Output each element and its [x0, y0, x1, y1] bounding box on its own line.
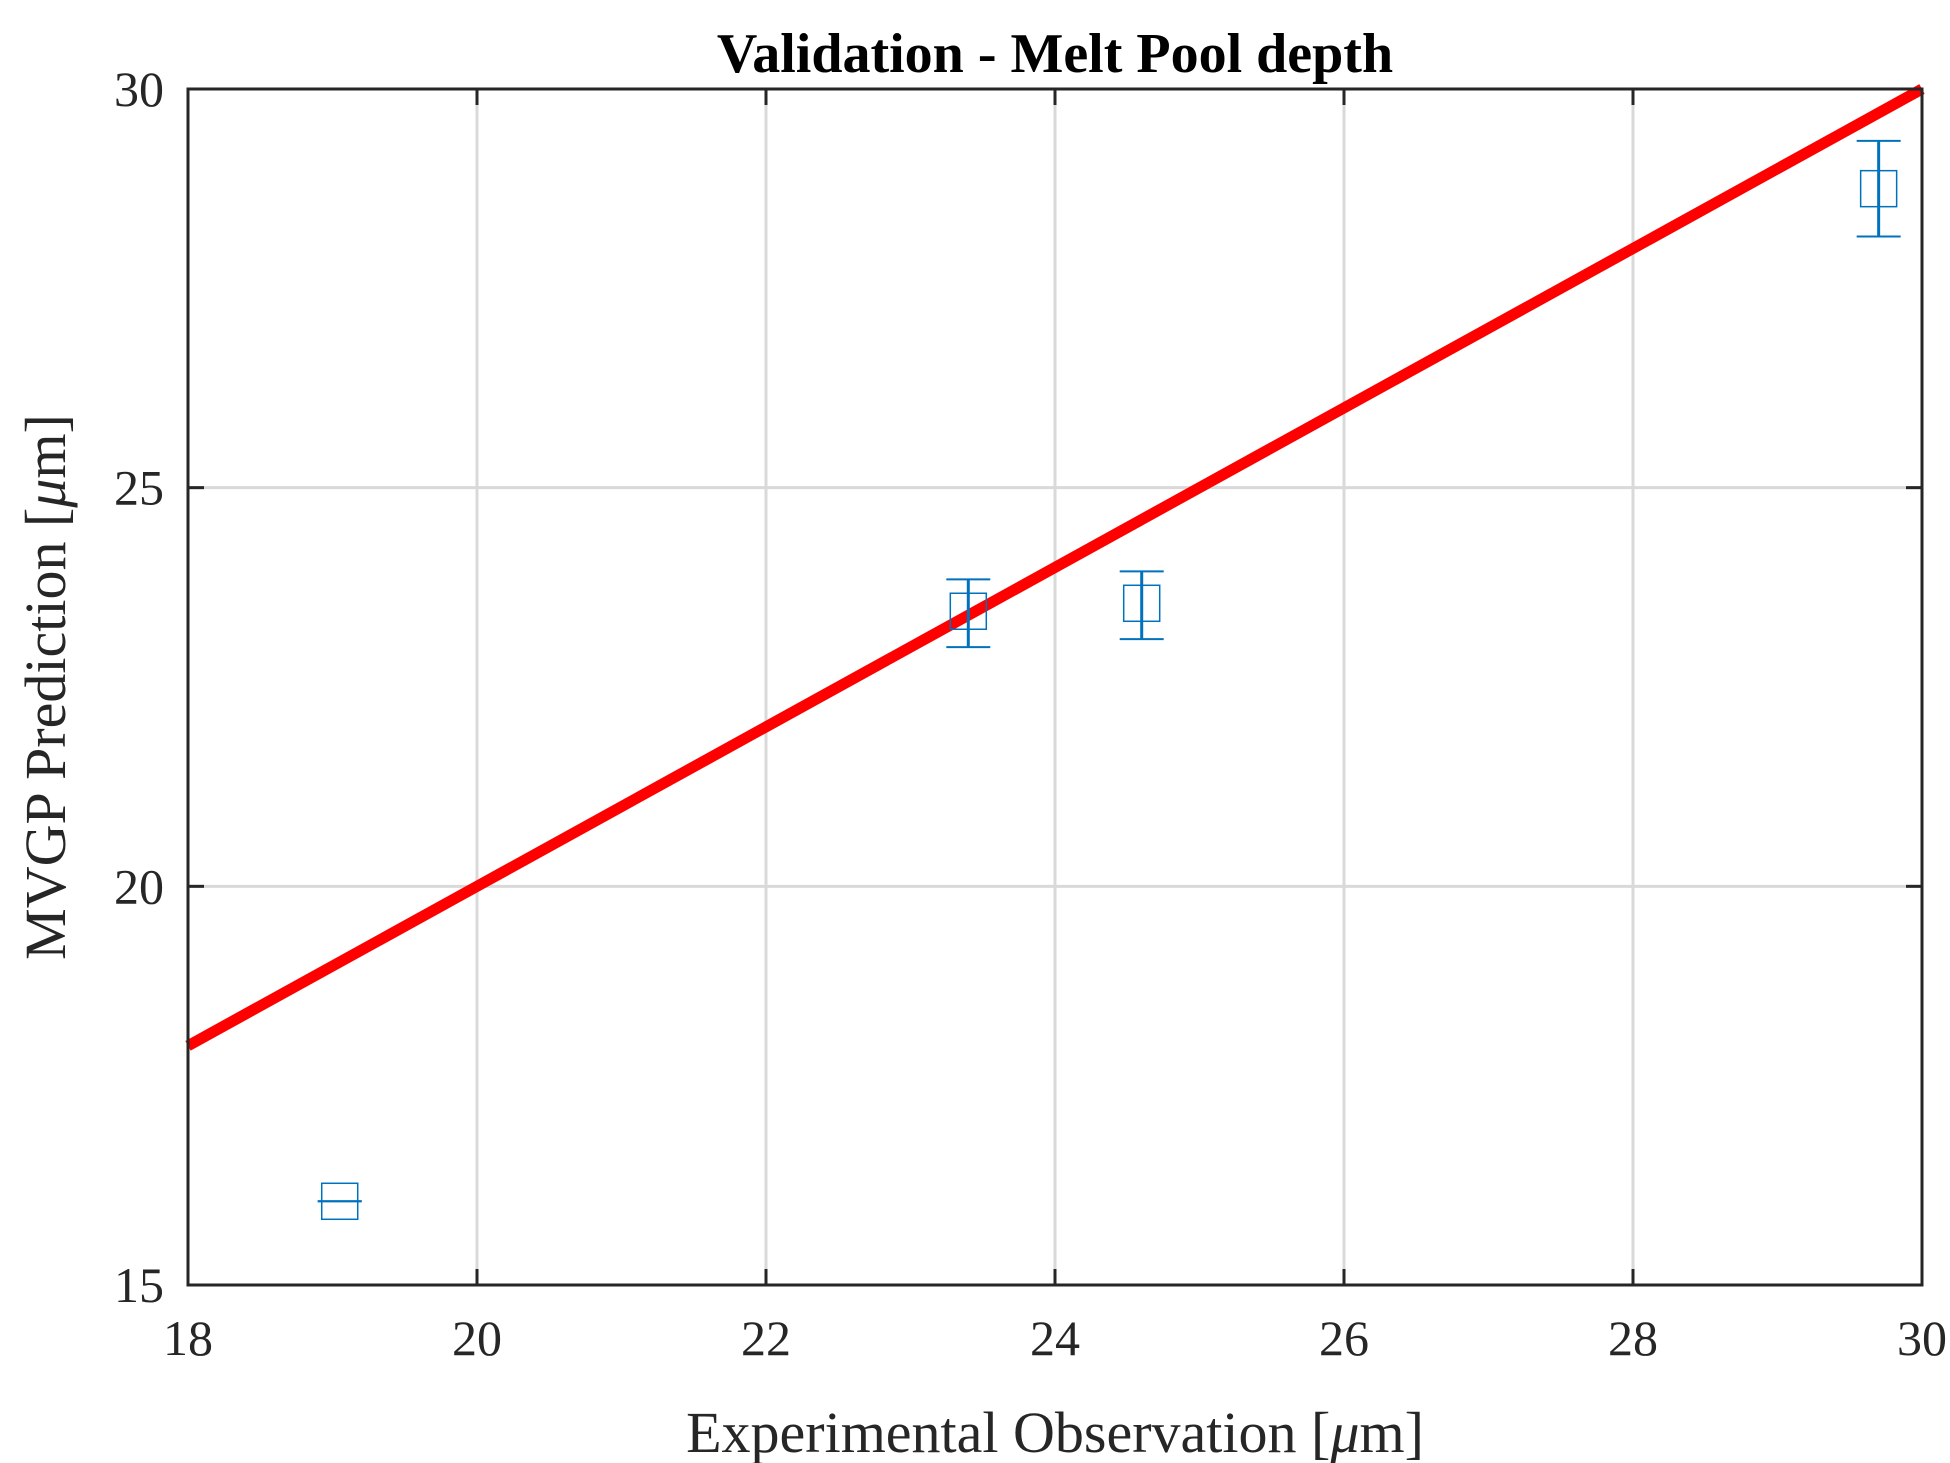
x-tick-label: 20 — [452, 1310, 502, 1366]
errorbar-point — [1856, 139, 1901, 238]
y-axis-label-text: MVGP Prediction [ — [13, 508, 78, 960]
x-tick-label: 26 — [1319, 1310, 1369, 1366]
y-axis-label: MVGP Prediction [μm] — [13, 414, 78, 960]
y-tick-label: 25 — [114, 460, 164, 516]
y-tick-label: 20 — [114, 858, 164, 914]
x-tick-label: 18 — [163, 1310, 213, 1366]
reference-line-layer — [185, 84, 1925, 1051]
data-point-marker — [1859, 169, 1898, 208]
y-axis-label-unit: μ — [13, 479, 78, 509]
x-tick-label: 28 — [1608, 1310, 1658, 1366]
data-point-marker — [320, 1182, 359, 1221]
x-axis-label-text: Experimental Observation [ — [686, 1400, 1330, 1463]
data-point-marker — [1122, 584, 1161, 623]
errorbar-series — [317, 139, 1901, 1221]
errorbar-point — [1119, 570, 1164, 641]
x-axis-label-unit: μ — [1329, 1400, 1359, 1463]
errorbar-point — [317, 1182, 362, 1221]
x-axis-label-tail: m] — [1359, 1400, 1423, 1463]
y-tick-label: 15 — [114, 1257, 164, 1313]
x-tick-label: 24 — [1030, 1310, 1080, 1366]
tick-marks — [186, 87, 1924, 1287]
chart-title: Validation - Melt Pool depth — [717, 23, 1393, 85]
y-tick-label: 30 — [114, 61, 164, 117]
grid — [188, 89, 1922, 1285]
y-axis-ticks: 15 20 25 30 — [114, 61, 164, 1313]
x-tick-label: 22 — [741, 1310, 791, 1366]
x-tick-label: 30 — [1897, 1310, 1947, 1366]
data-point-marker — [949, 592, 988, 631]
x-axis-label: Experimental Observation [μm] — [686, 1400, 1424, 1463]
x-axis-ticks: 18 20 22 24 26 28 30 — [163, 1310, 1947, 1366]
y-axis-label-tail: m] — [13, 414, 78, 478]
identity-reference-line — [185, 84, 1925, 1051]
errorbar-point — [946, 578, 991, 649]
